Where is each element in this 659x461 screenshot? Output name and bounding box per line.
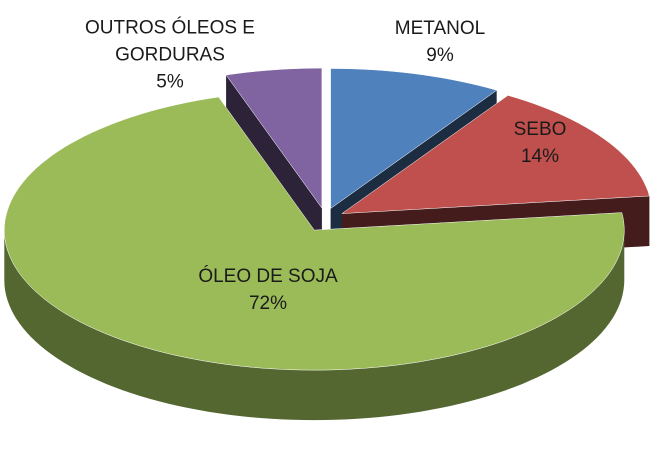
slice xyxy=(225,67,323,209)
value-label: 9% xyxy=(426,45,454,66)
slice-label: ÓLEO DE SOJA 72% xyxy=(168,263,368,317)
category-name: ÓLEO DE SOJA xyxy=(198,266,338,287)
value-label: 14% xyxy=(520,146,560,167)
slice xyxy=(341,95,650,214)
value-label: 72% xyxy=(248,293,288,314)
slice xyxy=(4,96,625,371)
category-name: OUTROS ÓLEOS E GORDURAS xyxy=(85,17,255,66)
slice-label: OUTROS ÓLEOS E GORDURAS 5% xyxy=(75,15,265,96)
category-name: SEBO xyxy=(513,119,567,140)
slice-side xyxy=(4,230,625,421)
value-label: 5% xyxy=(156,71,184,93)
slice xyxy=(330,68,498,209)
category-name: METANOL xyxy=(394,18,486,39)
slice-label: SEBO 14% xyxy=(500,116,580,170)
slice-label: METANOL 9% xyxy=(380,15,500,69)
